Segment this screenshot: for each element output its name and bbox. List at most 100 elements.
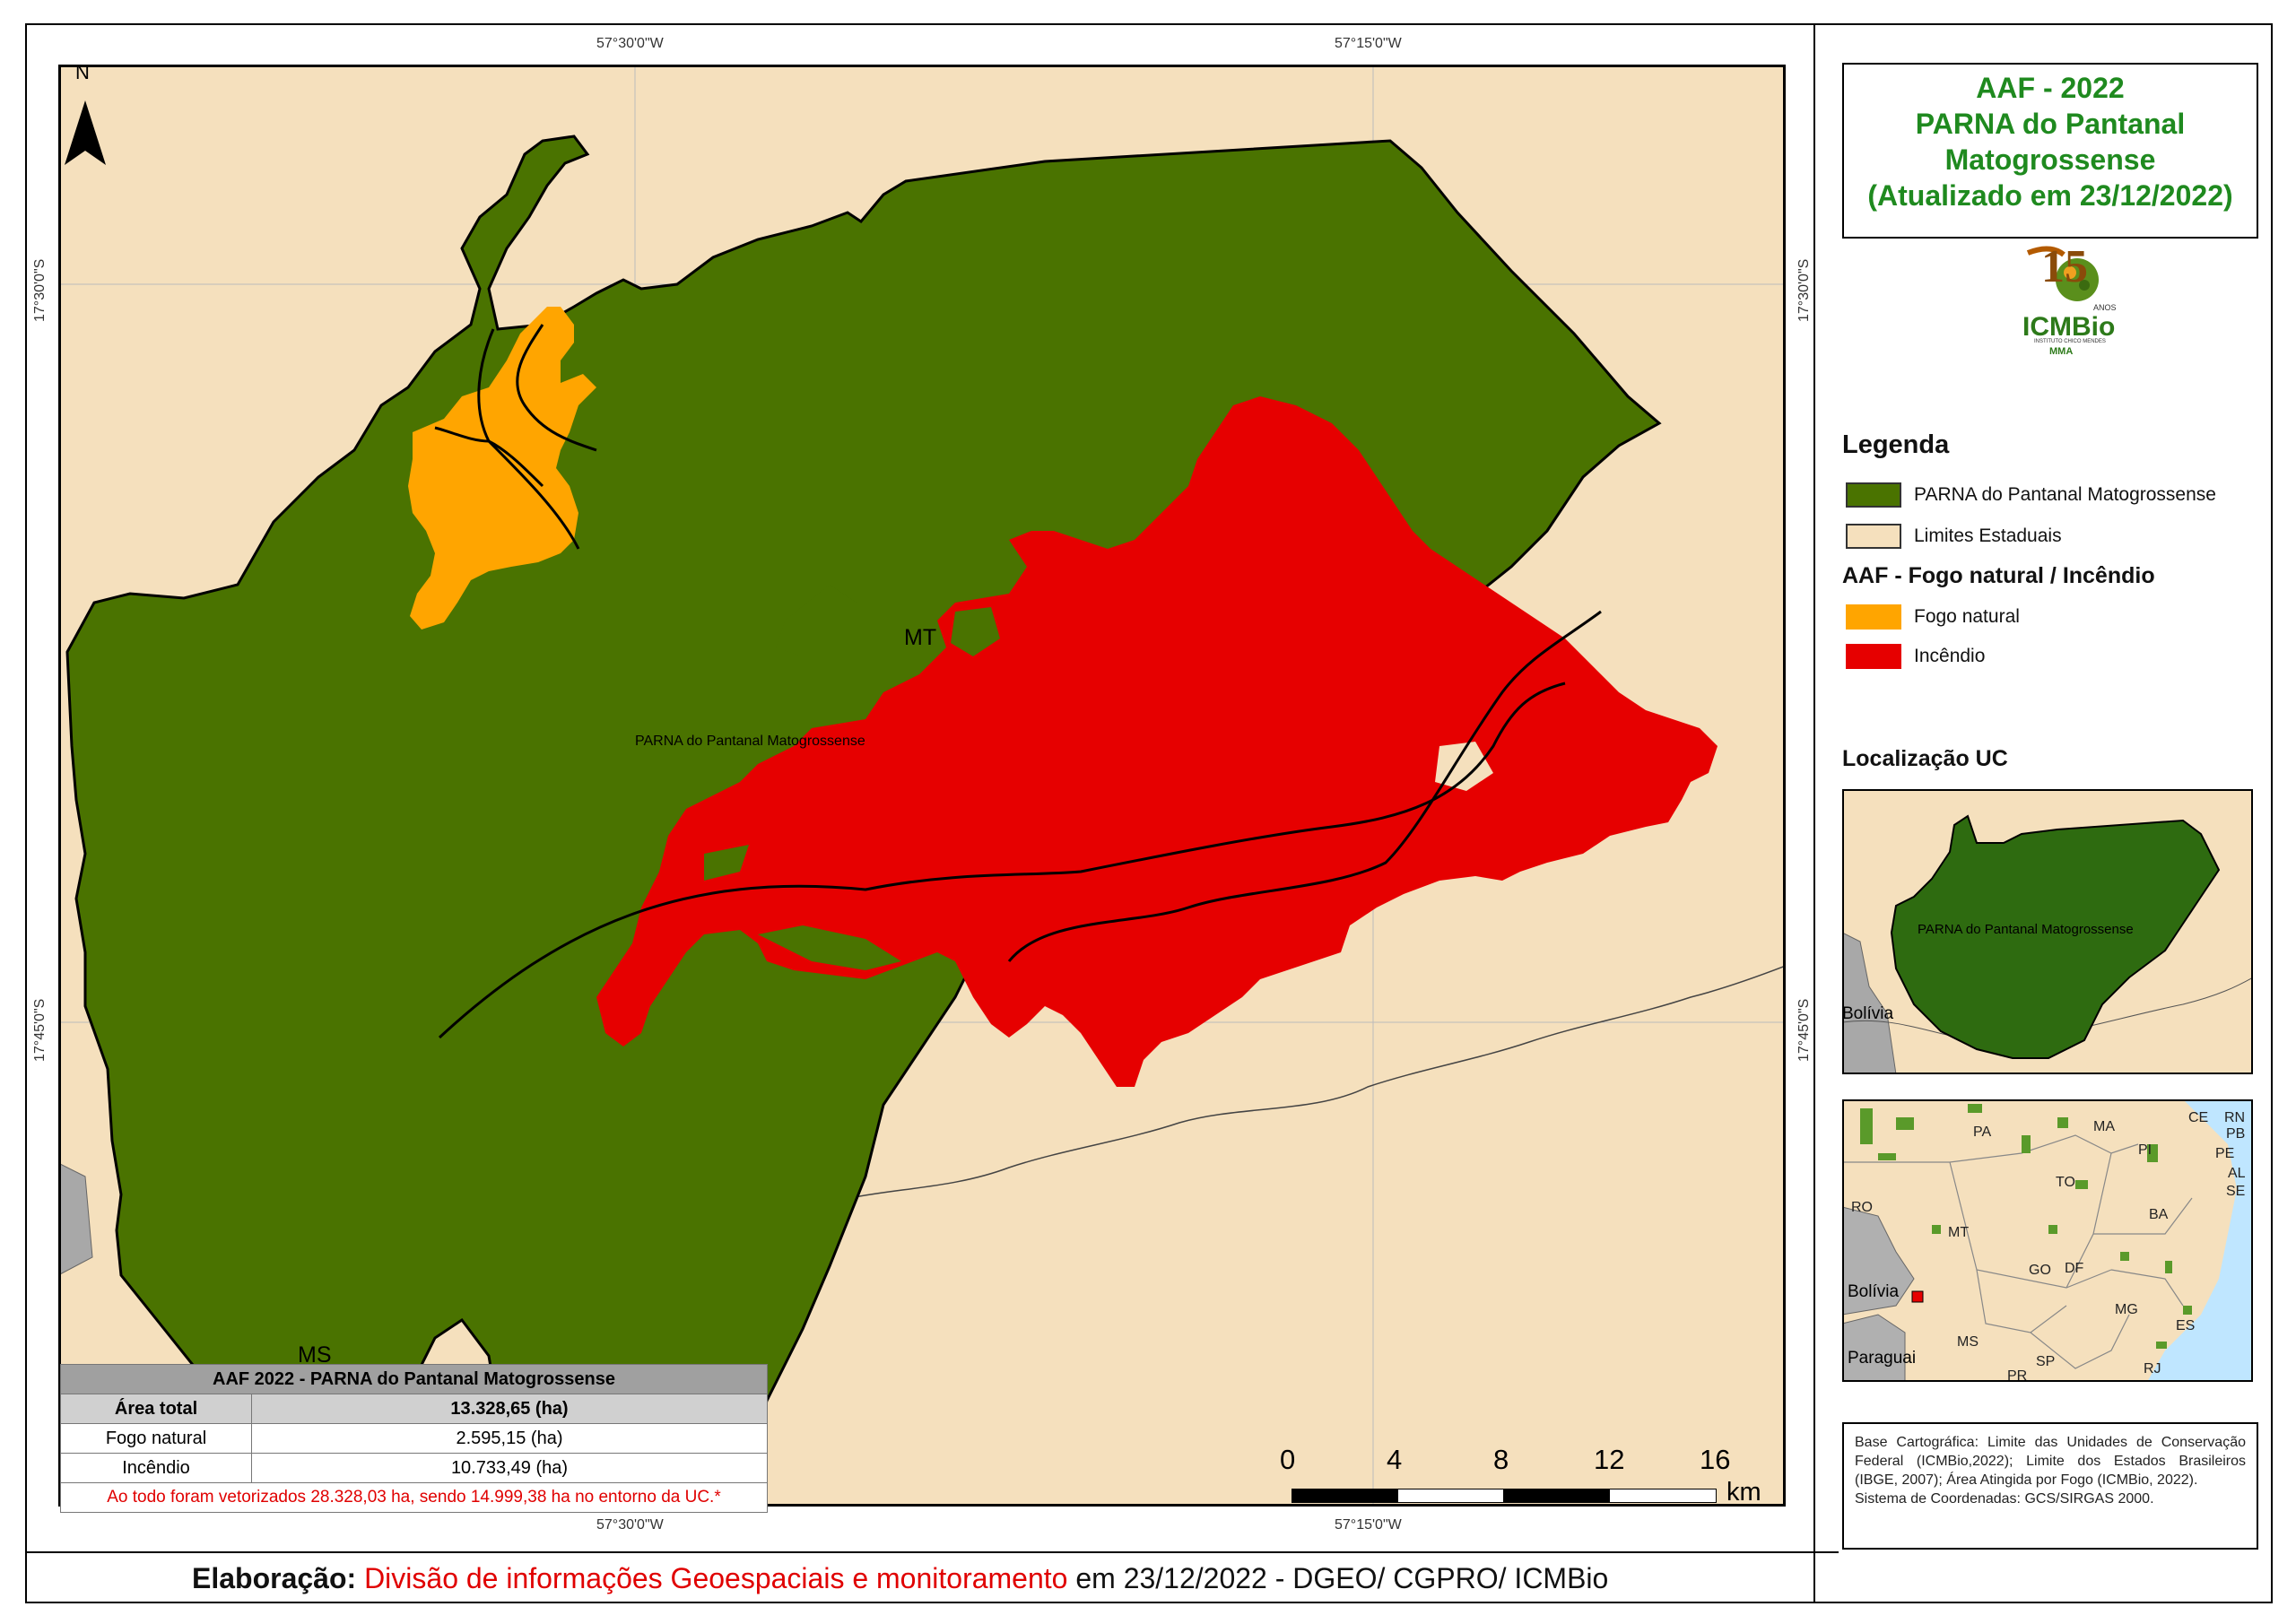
legend-item-states: Limites Estaduais — [1846, 524, 2062, 549]
bolivia-region — [1842, 932, 1897, 1074]
protected-area — [1968, 1104, 1982, 1113]
scale-tick-12: 12 — [1594, 1444, 1625, 1475]
natural-fire-area — [408, 307, 596, 630]
protected-area — [2048, 1225, 2057, 1234]
legend-swatch — [1846, 604, 1901, 630]
legend-label: PARNA do Pantanal Matogrossense — [1914, 484, 2216, 505]
coord-left-top: 17°30'0"S — [32, 258, 48, 322]
paraguay-region — [1842, 1314, 1906, 1382]
protected-area — [1932, 1225, 1941, 1234]
state-boundary — [1842, 1134, 2193, 1369]
state-label: TO — [2056, 1175, 2075, 1190]
protected-area — [2165, 1261, 2172, 1273]
footer-credit: Elaboração: Divisão de informações Geoes… — [192, 1562, 1608, 1595]
bolivia-region — [1842, 1206, 1915, 1316]
inset2-bolivia-label: Bolívia — [1848, 1282, 1900, 1301]
credits-system: Sistema de Coordenadas: GCS/SIRGAS 2000. — [1855, 1491, 2154, 1507]
internal-boundary — [1007, 610, 1602, 962]
state-label: ES — [2176, 1318, 2196, 1333]
logo-emblem-icon — [2026, 246, 2099, 301]
neighbor-region — [58, 1162, 93, 1276]
scale-segment — [1609, 1489, 1717, 1503]
protected-area — [2183, 1306, 2192, 1315]
legend-swatch — [1846, 524, 1901, 549]
table-note: Ao todo foram vetorizados 28.328,03 ha, … — [60, 1482, 768, 1513]
north-arrow — [65, 100, 106, 165]
parna-gap — [758, 925, 901, 970]
table-cell: 13.328,65 (ha) — [251, 1394, 768, 1424]
parna-gap — [704, 845, 749, 881]
outer-frame — [25, 23, 2273, 1603]
table-cell: Incêndio — [60, 1453, 252, 1483]
state-label: MS — [1957, 1334, 1979, 1350]
state-label: PE — [2215, 1146, 2235, 1161]
parna-label: PARNA do Pantanal Matogrossense — [635, 734, 865, 749]
footer-label: Elaboração: — [192, 1562, 357, 1594]
title-line: Matogrossense — [1944, 143, 2156, 176]
logo-mma: MMA — [2049, 346, 2074, 357]
title-line: PARNA do Pantanal — [1915, 108, 2186, 140]
state-label: AL — [2228, 1166, 2246, 1181]
internal-boundary — [438, 682, 1566, 1039]
map-frame — [58, 65, 1786, 1507]
legend-item-parna: PARNA do Pantanal Matogrossense — [1846, 482, 2216, 508]
main-map — [58, 65, 1786, 1507]
state-label: SP — [2036, 1354, 2056, 1369]
state-label: PI — [2138, 1142, 2152, 1158]
state-label: MG — [2115, 1302, 2138, 1317]
parna-polygon — [1890, 814, 2221, 1059]
scale-tick-16: 16 — [1700, 1444, 1731, 1475]
legend-item-wildfire: Incêndio — [1846, 644, 1985, 669]
protected-area — [1860, 1108, 1873, 1144]
panel-divider — [1813, 23, 1815, 1603]
table-row: Ao todo foram vetorizados 28.328,03 ha, … — [60, 1482, 768, 1513]
location-inset-map — [1842, 789, 2253, 1074]
table-row: Incêndio 10.733,49 (ha) — [60, 1453, 768, 1483]
credits-box: Base Cartográfica: Limite das Unidades d… — [1842, 1422, 2258, 1550]
logo-number: 15 — [2041, 241, 2088, 292]
internal-boundary — [516, 324, 597, 452]
title-line: (Atualizado em 23/12/2022) — [1867, 179, 2233, 212]
scale-tick-4: 4 — [1387, 1444, 1403, 1475]
table-cell: Área total — [60, 1394, 252, 1424]
parna-gap — [951, 607, 1000, 656]
protected-area — [1896, 1117, 1914, 1130]
state-label: PR — [2007, 1368, 2028, 1384]
state-label: RN — [2224, 1110, 2246, 1125]
uc-location-marker — [1911, 1290, 1924, 1303]
legend-subtitle: AAF - Fogo natural / Incêndio — [1842, 563, 2155, 588]
footer-divider — [25, 1551, 1839, 1553]
state-label: BA — [2149, 1207, 2169, 1222]
table-cell: 2.595,15 (ha) — [251, 1423, 768, 1454]
inset-parna-label: PARNA do Pantanal Matogrossense — [1918, 922, 2134, 937]
protected-area — [2057, 1117, 2068, 1128]
coord-right-bottom: 17°45'0"S — [1796, 998, 1812, 1062]
state-label: PA — [1973, 1125, 1992, 1140]
coord-bottom-left: 57°30'0"W — [596, 1517, 664, 1533]
internal-boundary — [434, 426, 544, 488]
logo-name: ICMBio — [2022, 312, 2116, 342]
credits-base: Base Cartográfica: Limite das Unidades d… — [1855, 1435, 2246, 1488]
state-label: RJ — [2144, 1361, 2161, 1376]
stats-table: AAF 2022 - PARNA do Pantanal Matogrossen… — [60, 1364, 768, 1513]
scale-unit: km — [1726, 1478, 1761, 1507]
state-label: PB — [2226, 1126, 2246, 1142]
title-box: AAF - 2022 PARNA do Pantanal Matogrossen… — [1842, 63, 2258, 239]
coord-right-top: 17°30'0"S — [1796, 258, 1812, 322]
table-cell: 10.733,49 (ha) — [251, 1453, 768, 1483]
protected-area — [2147, 1144, 2158, 1162]
legend-label: Fogo natural — [1914, 606, 2020, 627]
ocean — [2147, 1099, 2253, 1382]
inset2-paraguai-label: Paraguai — [1848, 1349, 1917, 1368]
parna-gap — [776, 585, 857, 656]
protected-area — [2022, 1135, 2031, 1153]
logo-anos: ANOS — [2093, 303, 2117, 312]
scale-tick-0: 0 — [1280, 1444, 1296, 1475]
coord-top-right: 57°15'0"W — [1335, 36, 1402, 51]
table-cell: Fogo natural — [60, 1423, 252, 1454]
unburned-gap — [1435, 742, 1493, 791]
legend-swatch — [1846, 644, 1901, 669]
table-row: AAF 2022 - PARNA do Pantanal Matogrossen… — [60, 1364, 768, 1394]
coord-bottom-right: 57°15'0"W — [1335, 1517, 1402, 1533]
scale-tick-8: 8 — [1493, 1444, 1509, 1475]
